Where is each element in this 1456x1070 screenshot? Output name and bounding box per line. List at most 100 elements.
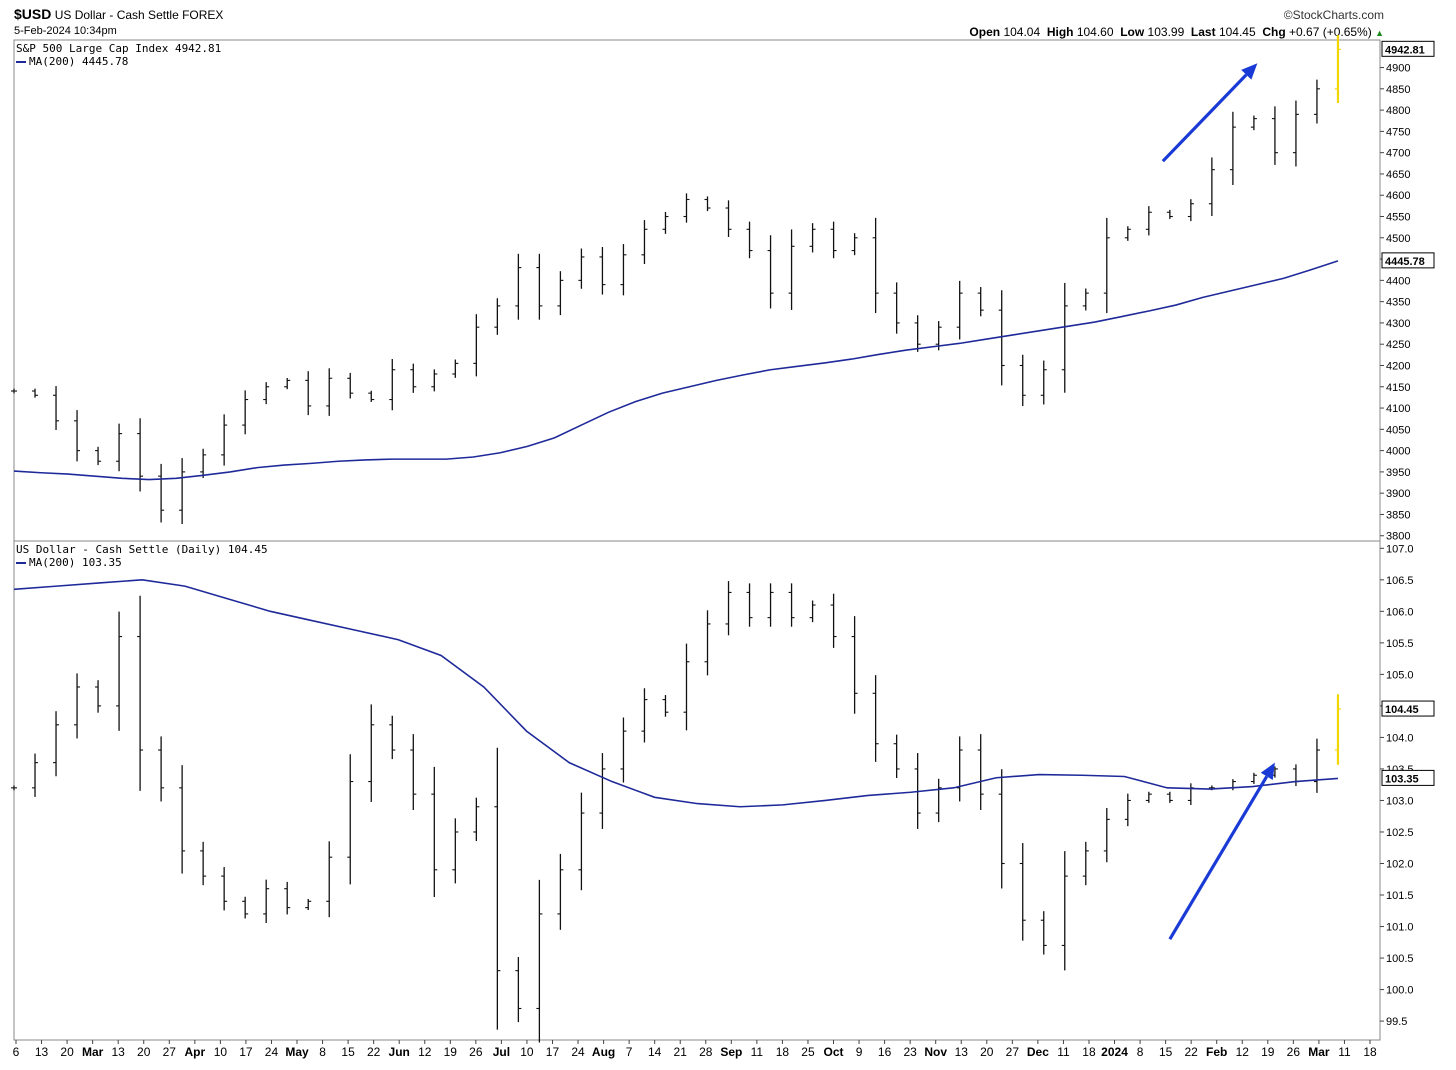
x-tick-label: Jun — [389, 1045, 410, 1059]
top-ma-label: MA(200) 4445.78 — [29, 55, 129, 68]
x-tick-label: 26 — [1287, 1045, 1301, 1059]
x-tick-label: 11 — [1338, 1045, 1351, 1059]
x-tick-label: 26 — [469, 1045, 483, 1059]
bottom-ma-legend: MA(200) 103.35 — [16, 556, 268, 569]
high-value: 104.60 — [1076, 25, 1114, 39]
x-tick-label: 10 — [214, 1045, 228, 1059]
last-value: 104.45 — [1218, 25, 1256, 39]
x-tick-label: Apr — [184, 1045, 205, 1059]
y-tick-label: 4150 — [1386, 382, 1410, 394]
x-tick-label: 11 — [751, 1045, 764, 1059]
y-tick-label: 4350 — [1386, 297, 1410, 309]
y-tick-label: 3800 — [1386, 531, 1410, 543]
y-tick-label: 4100 — [1386, 403, 1410, 415]
ma200-line — [13, 260, 1339, 481]
x-tick-label: Nov — [924, 1045, 947, 1059]
x-tick-label: 9 — [856, 1045, 863, 1059]
y-tick-label: 106.5 — [1386, 575, 1414, 587]
y-tick-label: 99.5 — [1386, 1016, 1407, 1028]
chg-value: +0.67 (+0.65%) — [1289, 25, 1372, 39]
x-tick-label: 24 — [571, 1045, 585, 1059]
x-tick-label: 19 — [1261, 1045, 1275, 1059]
x-tick-label: 18 — [1082, 1045, 1096, 1059]
trend-arrow — [1168, 775, 1269, 940]
x-tick-label: 25 — [801, 1045, 815, 1059]
y-tick-label: 4550 — [1386, 212, 1410, 224]
x-tick-label: 19 — [444, 1045, 458, 1059]
y-tick-label: 4900 — [1386, 63, 1410, 75]
up-triangle-icon: ▲ — [1375, 28, 1384, 38]
y-tick-label: 101.0 — [1386, 922, 1414, 934]
x-tick-label: Aug — [592, 1045, 615, 1059]
x-tick-label: 17 — [546, 1045, 560, 1059]
top-series-title: S&P 500 Large Cap Index 4942.81 — [16, 42, 222, 55]
x-tick-label: Mar — [82, 1045, 104, 1059]
x-tick-label: Oct — [824, 1045, 844, 1059]
ohlc-summary: Open 104.04 High 104.60 Low 103.99 Last … — [969, 25, 1384, 39]
x-tick-label: 20 — [60, 1045, 74, 1059]
top-panel-legend: S&P 500 Large Cap Index 4942.81 MA(200) … — [16, 42, 221, 68]
x-tick-label: Mar — [1308, 1045, 1330, 1059]
open-label: Open — [969, 25, 1001, 39]
y-tick-label: 4800 — [1386, 105, 1410, 117]
y-tick-label: 4050 — [1386, 424, 1410, 436]
x-tick-label: 27 — [1006, 1045, 1020, 1059]
x-tick-label: 24 — [265, 1045, 279, 1059]
x-tick-label: 21 — [674, 1045, 688, 1059]
y-tick-label: 3900 — [1386, 488, 1410, 500]
ma-value-tag: 4445.78 — [1385, 256, 1425, 268]
y-tick-label: 103.0 — [1386, 795, 1414, 807]
y-tick-label: 4250 — [1386, 339, 1410, 351]
y-tick-label: 4200 — [1386, 360, 1410, 372]
y-tick-label: 105.5 — [1386, 638, 1414, 650]
x-tick-label: 11 — [1057, 1045, 1070, 1059]
low-label: Low — [1120, 25, 1145, 39]
x-tick-label: 16 — [878, 1045, 892, 1059]
low-value: 103.99 — [1147, 25, 1185, 39]
y-tick-label: 102.0 — [1386, 858, 1414, 870]
x-tick-label: 18 — [776, 1045, 790, 1059]
chg-label: Chg — [1262, 25, 1286, 39]
ma-value-tag-box — [1381, 252, 1435, 269]
x-tick-label: 20 — [137, 1045, 151, 1059]
price-value-tag-box — [1381, 700, 1435, 717]
x-tick-label: May — [285, 1045, 309, 1059]
y-tick-label: 107.0 — [1386, 543, 1414, 555]
x-tick-label: 28 — [699, 1045, 713, 1059]
bottom-series-title: US Dollar - Cash Settle (Daily) 104.45 — [16, 543, 268, 556]
y-tick-label: 3850 — [1386, 509, 1410, 521]
plot-frame — [13, 39, 1381, 1041]
x-tick-label: Dec — [1027, 1045, 1049, 1059]
x-tick-label: 18 — [1363, 1045, 1377, 1059]
datetime-label: 5-Feb-2024 10:34pm — [14, 25, 117, 37]
x-tick-label: 15 — [1159, 1045, 1173, 1059]
x-tick-label: 13 — [35, 1045, 49, 1059]
ma-line-icon — [16, 562, 26, 564]
y-tick-label: 105.0 — [1386, 669, 1414, 681]
y-tick-label: 4850 — [1386, 84, 1410, 96]
x-tick-label: 20 — [980, 1045, 994, 1059]
ma-value-tag-box — [1381, 769, 1435, 786]
trend-arrow-head — [1241, 63, 1258, 80]
x-tick-label: Sep — [720, 1045, 742, 1059]
x-tick-label: 10 — [520, 1045, 534, 1059]
x-tick-label: 22 — [367, 1045, 381, 1059]
y-tick-label: 101.5 — [1386, 890, 1414, 902]
x-tick-label: 15 — [341, 1045, 355, 1059]
ma-line-icon — [16, 61, 26, 63]
x-tick-label: 27 — [163, 1045, 177, 1059]
high-label: High — [1046, 25, 1074, 39]
x-tick-label: 23 — [903, 1045, 917, 1059]
price-value-tag: 4942.81 — [1385, 44, 1425, 56]
open-value: 104.04 — [1003, 25, 1041, 39]
x-tick-label: Jul — [493, 1045, 510, 1059]
y-tick-label: 100.5 — [1386, 953, 1414, 965]
x-tick-label: 13 — [112, 1045, 126, 1059]
last-label: Last — [1190, 25, 1216, 39]
brand-label[interactable]: ©StockCharts.com — [1283, 8, 1384, 22]
y-tick-label: 104.0 — [1386, 732, 1414, 744]
x-tick-label: 7 — [626, 1045, 633, 1059]
chart-header-left: $USD US Dollar - Cash Settle FOREX — [14, 6, 223, 22]
y-tick-label: 4500 — [1386, 233, 1410, 245]
